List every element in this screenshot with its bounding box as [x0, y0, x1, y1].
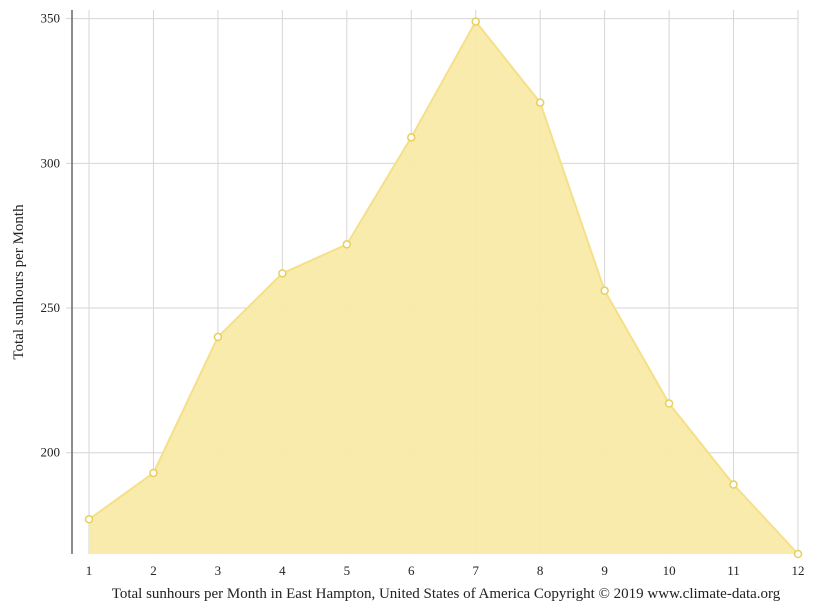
data-point: [342, 240, 352, 249]
y-tick-label: 200: [41, 445, 61, 460]
x-tick-label: 9: [601, 563, 608, 578]
x-tick-label: 5: [344, 563, 351, 578]
x-tick-label: 6: [408, 563, 415, 578]
x-tick-label: 4: [279, 563, 286, 578]
data-point: [149, 468, 158, 478]
data-point: [600, 286, 609, 295]
x-axis-ticks: 1 2 3 4 5 6 7 8 9 10 11 12: [86, 563, 805, 578]
y-tick-label: 250: [41, 300, 61, 315]
data-point: [407, 133, 416, 142]
data-point: [664, 399, 674, 408]
data-point: [471, 17, 480, 26]
y-tick-label: 350: [41, 11, 61, 26]
chart-caption: Total sunhours per Month in East Hampton…: [112, 586, 781, 602]
data-point: [793, 549, 803, 559]
x-tick-label: 2: [150, 563, 157, 578]
x-tick-label: 1: [86, 563, 93, 578]
data-point: [278, 269, 287, 278]
sunhours-line: [88, 19, 799, 555]
y-axis-ticks: 200 250 300 350: [41, 11, 61, 460]
x-tick-label: 11: [727, 563, 740, 578]
x-tick-label: 10: [663, 563, 676, 578]
y-tick-label: 300: [41, 155, 61, 170]
x-tick-label: 12: [792, 563, 805, 578]
data-point: [84, 515, 94, 524]
sunhours-area: [89, 21, 798, 555]
data-points: [84, 17, 803, 559]
x-tick-label: 7: [472, 563, 479, 578]
data-point: [535, 98, 545, 107]
x-tick-label: 3: [215, 563, 222, 578]
data-point: [729, 480, 738, 489]
data-point: [213, 332, 223, 342]
y-axis-label: Total sunhours per Month: [11, 204, 27, 360]
x-tick-label: 8: [537, 563, 544, 578]
